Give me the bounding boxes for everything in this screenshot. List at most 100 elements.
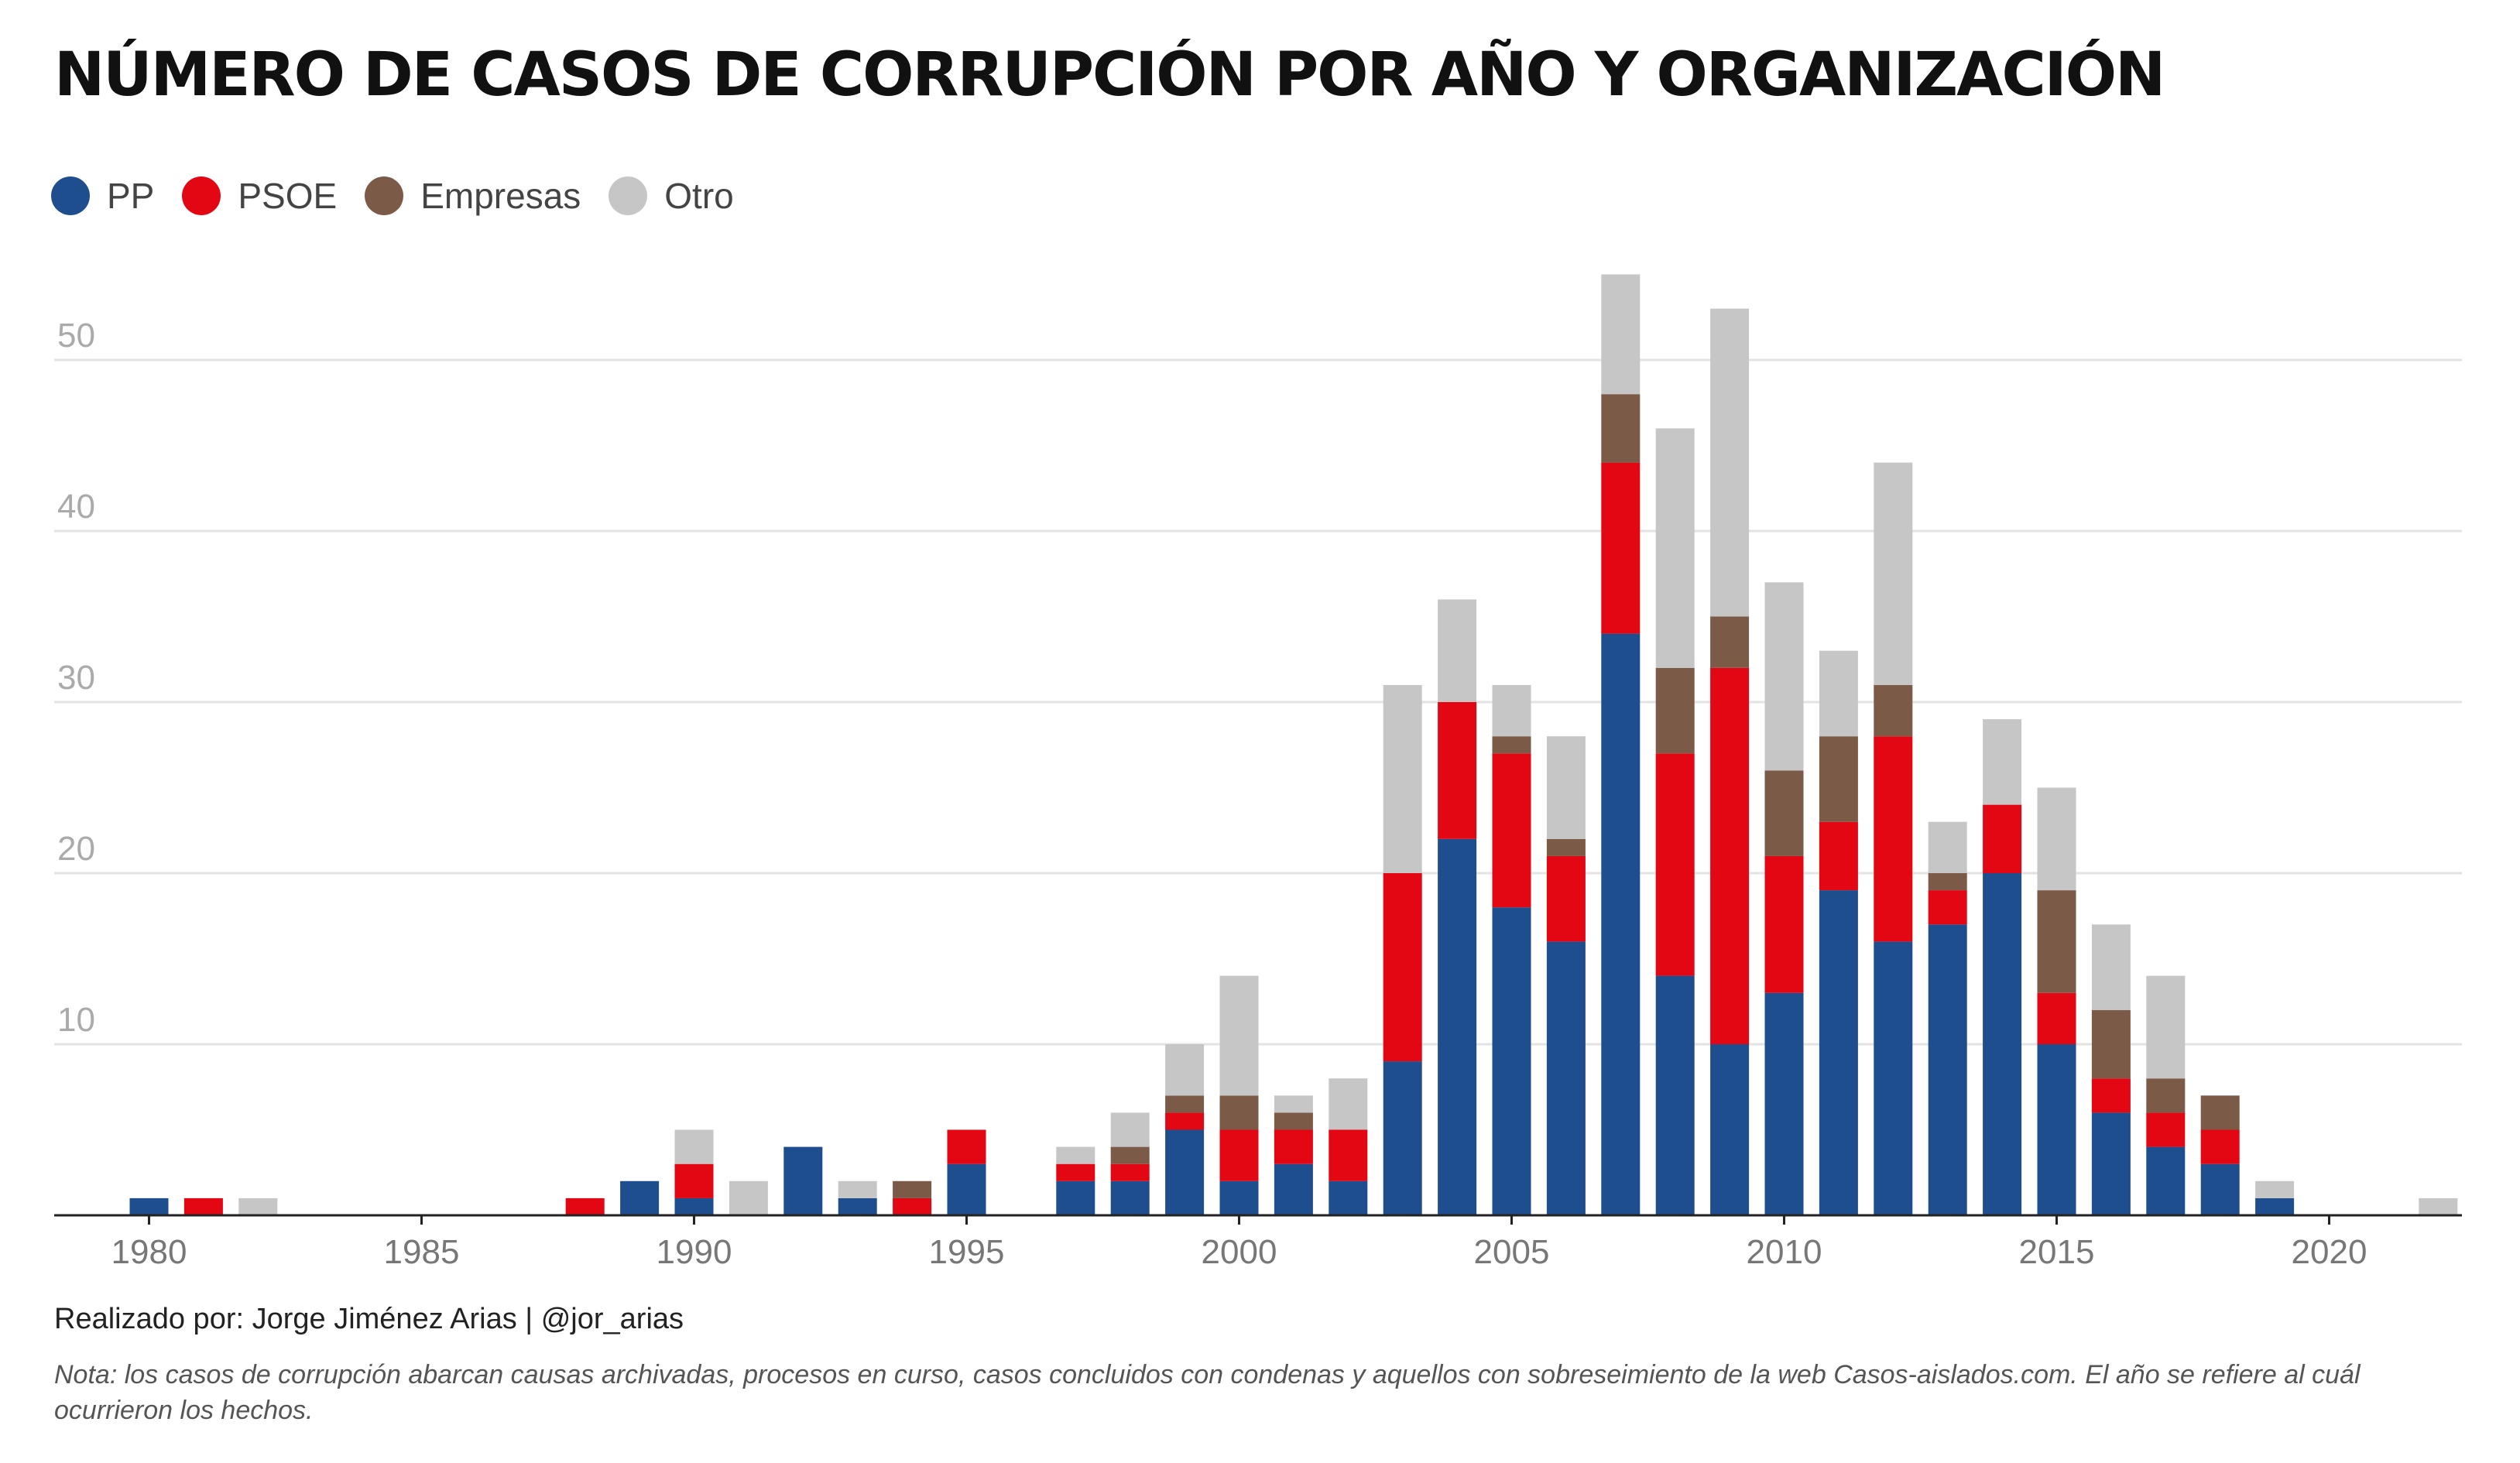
bar-2002-psoe bbox=[1329, 1129, 1368, 1181]
bar-2011-pp bbox=[1819, 890, 1858, 1215]
bar-2003-pp bbox=[1383, 1061, 1422, 1215]
bar-2005-psoe bbox=[1492, 753, 1531, 908]
bar-2018-pp bbox=[2200, 1163, 2240, 1215]
bar-1990-pp bbox=[674, 1197, 714, 1215]
y-tick-label-40: 40 bbox=[57, 488, 95, 526]
bar-2002-pp bbox=[1329, 1180, 1368, 1215]
x-tick-label-2010: 2010 bbox=[1747, 1233, 1822, 1271]
bar-2019-otro bbox=[2255, 1180, 2295, 1198]
bar-2003-otro bbox=[1383, 684, 1422, 873]
stacked-bar-chart: 10 20 30 40 50 1980 1985 1990 1995 2000 2005 2010 2… bbox=[54, 274, 2462, 1271]
bar-2010-pp bbox=[1764, 992, 1804, 1215]
bar-2014-psoe bbox=[1983, 804, 2022, 873]
legend-swatch-empresas bbox=[365, 176, 404, 215]
bar-2005-pp bbox=[1492, 907, 1531, 1215]
bar-1997-pp bbox=[1056, 1180, 1095, 1215]
legend-swatch-pp bbox=[51, 176, 90, 215]
credit-line: Realizado por: Jorge Jiménez Arias | @jo… bbox=[54, 1303, 684, 1335]
chart-title: NÚMERO DE CASOS DE CORRUPCIÓN POR AÑO Y … bbox=[54, 40, 2165, 110]
bar-2001-otro bbox=[1274, 1095, 1313, 1113]
bar-2018-empresas bbox=[2200, 1095, 2240, 1130]
bar-2011-psoe bbox=[1819, 821, 1858, 891]
bar-2012-pp bbox=[1874, 941, 1913, 1215]
legend-item-pp: PP bbox=[51, 175, 154, 217]
bar-2000-psoe bbox=[1219, 1129, 1259, 1181]
bar-2011-empresas bbox=[1819, 736, 1858, 822]
bar-1999-empresas bbox=[1165, 1095, 1205, 1113]
bar-1999-pp bbox=[1165, 1129, 1205, 1215]
bar-1995-psoe bbox=[947, 1129, 986, 1164]
bar-1981-psoe bbox=[183, 1197, 223, 1215]
bar-2004-pp bbox=[1438, 838, 1477, 1215]
bar-2011-otro bbox=[1819, 650, 1858, 737]
bar-2016-empresas bbox=[2091, 1009, 2131, 1079]
bar-2007-otro bbox=[1601, 274, 1641, 395]
bar-1998-otro bbox=[1110, 1112, 1150, 1147]
bars bbox=[129, 274, 2458, 1215]
bar-2009-pp bbox=[1710, 1044, 1750, 1215]
x-tick-label-2000: 2000 bbox=[1202, 1233, 1277, 1271]
bar-1989-pp bbox=[620, 1180, 660, 1215]
bar-2015-pp bbox=[2037, 1044, 2076, 1215]
bar-1988-psoe bbox=[565, 1197, 605, 1215]
bar-2010-empresas bbox=[1764, 770, 1804, 856]
bar-1998-pp bbox=[1110, 1180, 1150, 1215]
y-tick-label-50: 50 bbox=[57, 317, 95, 355]
bar-2006-psoe bbox=[1546, 855, 1586, 942]
bar-1995-pp bbox=[947, 1163, 986, 1215]
bar-1992-pp bbox=[783, 1146, 823, 1215]
x-tick-label-1980: 1980 bbox=[111, 1233, 187, 1271]
bar-2006-empresas bbox=[1546, 838, 1586, 856]
bar-2013-psoe bbox=[1928, 890, 1967, 925]
legend-label-psoe: PSOE bbox=[238, 176, 338, 216]
bar-1994-psoe bbox=[893, 1197, 932, 1215]
bar-1980-pp bbox=[129, 1197, 169, 1215]
bar-2009-psoe bbox=[1710, 667, 1750, 1044]
bar-2000-empresas bbox=[1219, 1095, 1259, 1130]
bar-1997-otro bbox=[1056, 1146, 1095, 1164]
bar-2004-otro bbox=[1438, 599, 1477, 702]
bar-2022-otro bbox=[2419, 1197, 2458, 1215]
bar-2008-pp bbox=[1655, 975, 1695, 1215]
bar-1994-empresas bbox=[893, 1180, 932, 1198]
bar-2005-otro bbox=[1492, 684, 1531, 737]
x-axis-tick-labels: 1980 1985 1990 1995 2000 2005 2010 2015 2020 bbox=[111, 1233, 2367, 1271]
bar-1982-otro bbox=[238, 1197, 278, 1215]
y-tick-label-20: 20 bbox=[57, 830, 95, 868]
bar-2009-empresas bbox=[1710, 616, 1750, 668]
legend-item-empresas: Empresas bbox=[365, 175, 581, 217]
bar-2013-otro bbox=[1928, 821, 1967, 873]
bar-2008-otro bbox=[1655, 428, 1695, 668]
legend-swatch-psoe bbox=[182, 176, 221, 215]
legend-label-empresas: Empresas bbox=[420, 176, 581, 216]
legend-item-psoe: PSOE bbox=[182, 175, 337, 217]
bar-2014-otro bbox=[1983, 719, 2022, 805]
bar-2008-empresas bbox=[1655, 667, 1695, 754]
bar-2015-psoe bbox=[2037, 992, 2076, 1044]
bar-1999-otro bbox=[1165, 1044, 1205, 1096]
bar-2012-empresas bbox=[1874, 684, 1913, 737]
y-axis-tick-labels: 10 20 30 40 50 bbox=[57, 317, 95, 1039]
bar-2015-empresas bbox=[2037, 890, 2076, 993]
legend-item-otro: Otro bbox=[609, 175, 734, 217]
x-tick-label-2015: 2015 bbox=[2019, 1233, 2095, 1271]
bar-2001-empresas bbox=[1274, 1112, 1313, 1130]
bar-2012-otro bbox=[1874, 462, 1913, 685]
legend: PP PSOE Empresas Otro bbox=[51, 175, 762, 217]
bar-2016-otro bbox=[2091, 924, 2131, 1010]
bar-2017-psoe bbox=[2146, 1112, 2186, 1147]
bar-2006-pp bbox=[1546, 941, 1586, 1215]
x-tick-label-2020: 2020 bbox=[2292, 1233, 2367, 1271]
legend-swatch-otro bbox=[609, 176, 648, 215]
y-tick-label-10: 10 bbox=[57, 1001, 95, 1039]
bar-2002-otro bbox=[1329, 1078, 1368, 1130]
bar-2015-otro bbox=[2037, 787, 2076, 891]
x-tick-label-1985: 1985 bbox=[384, 1233, 460, 1271]
y-tick-label-30: 30 bbox=[57, 659, 95, 697]
legend-label-pp: PP bbox=[107, 176, 155, 216]
bar-2000-otro bbox=[1219, 975, 1259, 1096]
x-tick-label-2005: 2005 bbox=[1474, 1233, 1550, 1271]
bar-1999-psoe bbox=[1165, 1112, 1205, 1130]
x-axis bbox=[54, 1214, 2462, 1225]
bar-2017-pp bbox=[2146, 1146, 2186, 1215]
